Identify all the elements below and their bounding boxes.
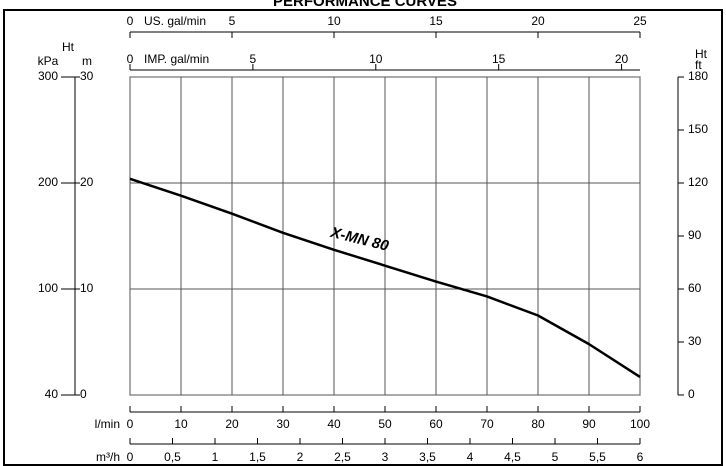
chart-title: PERFORMANCE CURVES [273, 0, 457, 10]
x-tick-label: 80 [531, 417, 545, 431]
curve [129, 177, 641, 379]
x-tick-label: 90 [582, 417, 596, 431]
y2-axis-title: Ht [695, 47, 708, 61]
kpa-tick-label: 200 [38, 175, 58, 189]
x-tick-label: 30 [276, 417, 290, 431]
y-axis-title: Ht [62, 40, 75, 54]
m3h_axis-tick-label: 5 [552, 450, 559, 464]
y2-tick-label: 0 [688, 387, 695, 401]
m3h_axis-tick-label: 2 [297, 450, 304, 464]
frame [3, 9, 723, 466]
m3h_axis-tick-label: 4 [467, 450, 474, 464]
y2-tick-label: 180 [688, 69, 708, 83]
m3h_axis-tick-label: 6 [637, 450, 644, 464]
y2-tick-label: 30 [688, 334, 702, 348]
y2-tick-label: 120 [688, 175, 708, 189]
y-axis-label: m [82, 54, 92, 68]
kpa-tick-label: 100 [38, 281, 58, 295]
kpa-tick-label: 40 [45, 387, 59, 401]
m3h_axis-tick-label: 3,5 [419, 450, 436, 464]
m3h_axis-tick-label: 5,5 [589, 450, 606, 464]
y-tick-label: 10 [80, 281, 94, 295]
us_gal_axis-tick-label: 5 [229, 14, 236, 28]
y2-axis-label: ft [695, 58, 702, 72]
m3h_axis-tick-label: 4,5 [504, 450, 521, 464]
x-tick-label: 40 [327, 417, 341, 431]
us_gal_axis-tick-label: 20 [531, 14, 545, 28]
x-tick-label: 50 [378, 417, 392, 431]
x-tick-label: 0 [127, 417, 134, 431]
imp_gal_axis-tick-label: 0 [127, 52, 134, 66]
y-tick-label: 20 [80, 175, 94, 189]
y-tick-label: 30 [80, 69, 94, 83]
m3h_axis-tick-label: 1 [212, 450, 219, 464]
y2-tick-label: 90 [688, 228, 702, 242]
m3h_axis-tick-label: 0,5 [164, 450, 181, 464]
x-axis-label: l/min [95, 417, 120, 431]
us_gal_axis-label: US. gal/min [144, 14, 206, 28]
m3h_axis-tick-label: 2,5 [334, 450, 351, 464]
m3h_axis-tick-label: 0 [127, 450, 134, 464]
m3h_axis-tick-label: 3 [382, 450, 389, 464]
kpa-tick-label: 300 [38, 69, 58, 83]
us_gal_axis-tick-label: 0 [127, 14, 134, 28]
x-tick-label: 60 [429, 417, 443, 431]
m3h_axis-tick-label: 1,5 [249, 450, 266, 464]
m3h_axis-label: m³/h [96, 450, 120, 464]
imp_gal_axis-tick-label: 20 [615, 52, 629, 66]
imp_gal_axis-tick-label: 15 [492, 52, 506, 66]
x-tick-label: 70 [480, 417, 494, 431]
imp_gal_axis-tick-label: 5 [250, 52, 257, 66]
y2-tick-label: 60 [688, 281, 702, 295]
title-bg [240, 0, 490, 9]
kpa-axis-label: kPa [38, 54, 59, 68]
x-tick-label: 10 [174, 417, 188, 431]
imp_gal_axis-label: IMP. gal/min [144, 52, 209, 66]
x-tick-label: 20 [225, 417, 239, 431]
y2-tick-label: 150 [688, 122, 708, 136]
us_gal_axis-tick-label: 25 [633, 14, 647, 28]
y-tick-label: 0 [80, 387, 87, 401]
us_gal_axis-tick-label: 10 [327, 14, 341, 28]
us_gal_axis-tick-label: 15 [429, 14, 443, 28]
imp_gal_axis-tick-label: 10 [369, 52, 383, 66]
x-tick-label: 100 [630, 417, 650, 431]
